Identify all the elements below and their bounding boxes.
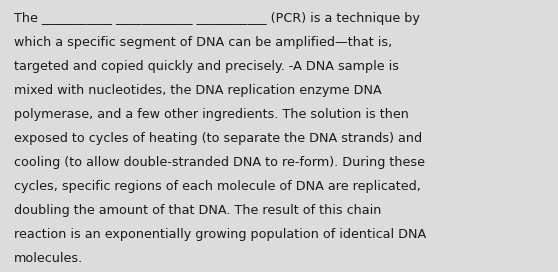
Text: exposed to cycles of heating (to separate the DNA strands) and: exposed to cycles of heating (to separat… bbox=[14, 132, 422, 145]
Text: which a specific segment of DNA can be amplified—that is,: which a specific segment of DNA can be a… bbox=[14, 36, 392, 49]
Text: polymerase, and a few other ingredients. The solution is then: polymerase, and a few other ingredients.… bbox=[14, 108, 409, 121]
Text: The ___________ ____________ ___________ (PCR) is a technique by: The ___________ ____________ ___________… bbox=[14, 12, 420, 25]
Text: doubling the amount of that DNA. The result of this chain: doubling the amount of that DNA. The res… bbox=[14, 204, 381, 217]
Text: mixed with nucleotides, the DNA replication enzyme DNA: mixed with nucleotides, the DNA replicat… bbox=[14, 84, 382, 97]
Text: cycles, specific regions of each molecule of DNA are replicated,: cycles, specific regions of each molecul… bbox=[14, 180, 421, 193]
Text: reaction is an exponentially growing population of identical DNA: reaction is an exponentially growing pop… bbox=[14, 228, 426, 241]
Text: targeted and copied quickly and precisely. -A DNA sample is: targeted and copied quickly and precisel… bbox=[14, 60, 399, 73]
Text: cooling (to allow double-stranded DNA to re-form). During these: cooling (to allow double-stranded DNA to… bbox=[14, 156, 425, 169]
Text: molecules.: molecules. bbox=[14, 252, 83, 265]
